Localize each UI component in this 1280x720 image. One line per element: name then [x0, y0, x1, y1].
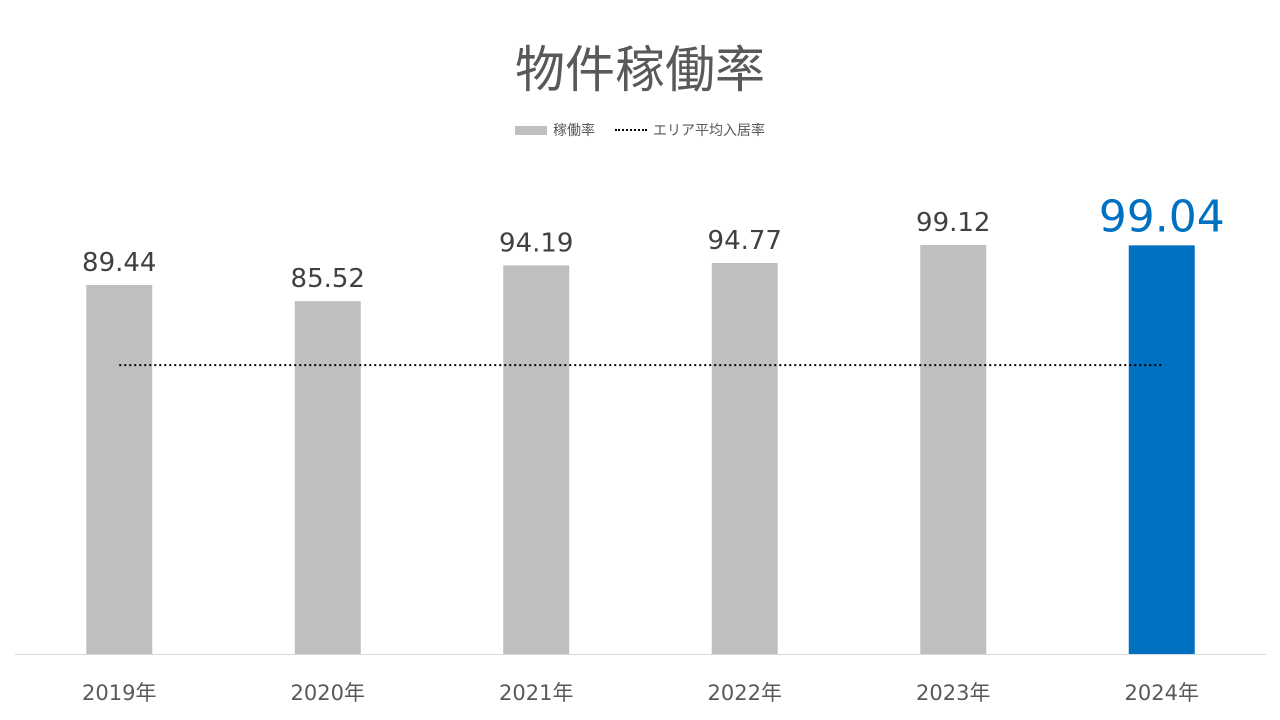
x-tick-label: 2023年	[916, 681, 990, 705]
x-tick-label: 2019年	[82, 681, 156, 705]
data-label: 99.04	[1099, 191, 1225, 242]
legend-swatch-line	[615, 129, 647, 131]
x-tick-label: 2024年	[1125, 681, 1199, 705]
bar	[920, 245, 987, 654]
chart-title: 物件稼働率	[515, 41, 765, 99]
data-label: 99.12	[916, 208, 990, 238]
x-tick-label: 2020年	[291, 681, 365, 705]
x-tick-label: 2022年	[708, 681, 782, 705]
legend-label: エリア平均入居率	[653, 123, 765, 139]
bar	[86, 284, 153, 654]
data-label: 85.52	[291, 264, 365, 294]
legend-item-line: エリア平均入居率	[615, 120, 765, 140]
bar	[1128, 245, 1195, 654]
legend-item-bar: 稼働率	[515, 120, 595, 140]
x-tick-label: 2021年	[499, 681, 573, 705]
data-label: 94.19	[499, 228, 573, 258]
bar	[711, 262, 778, 654]
data-label: 89.44	[82, 248, 156, 278]
data-label: 94.77	[708, 226, 782, 256]
legend: 稼働率 エリア平均入居率	[0, 120, 1280, 140]
legend-label: 稼働率	[553, 123, 595, 139]
bar	[503, 265, 570, 654]
bar	[294, 301, 361, 654]
legend-swatch-bar	[515, 125, 547, 135]
